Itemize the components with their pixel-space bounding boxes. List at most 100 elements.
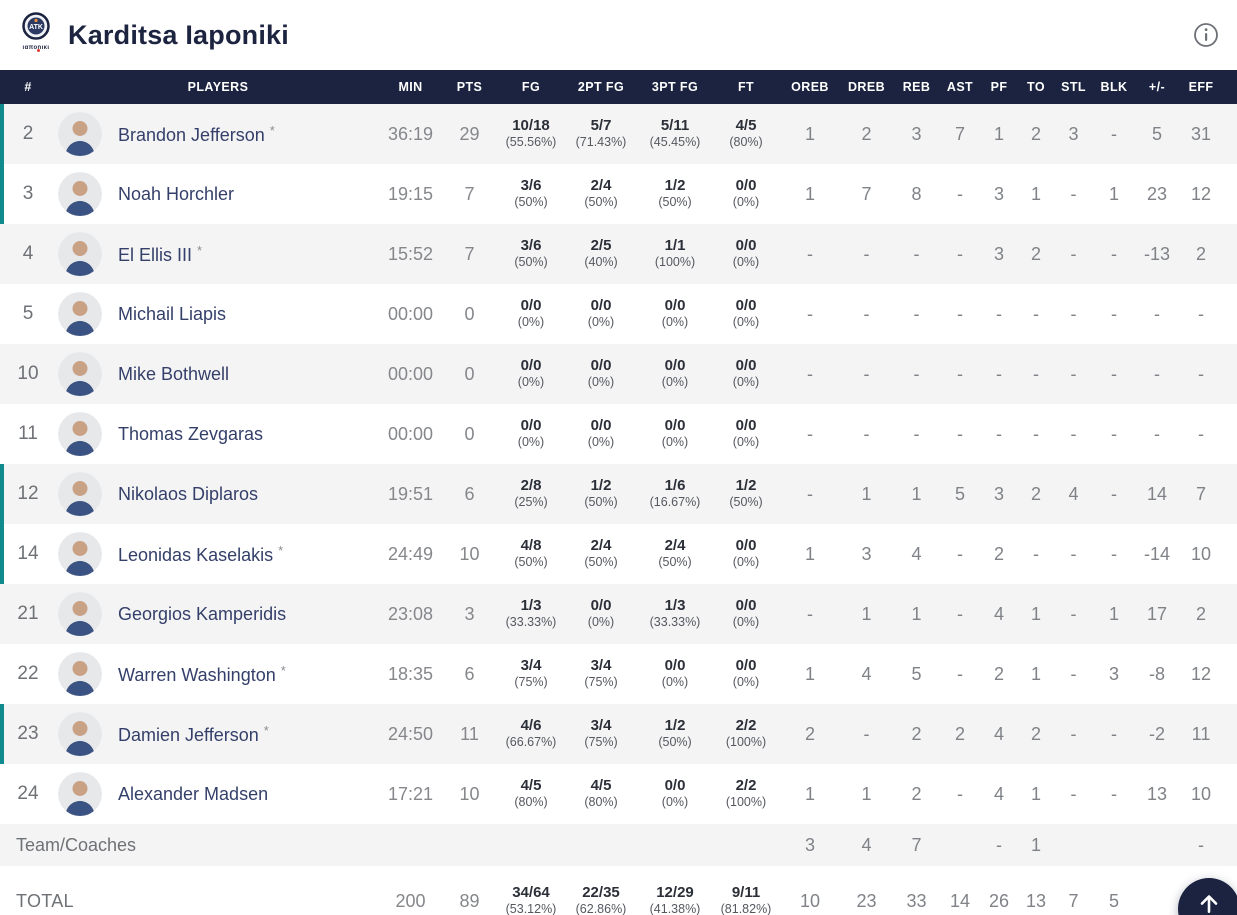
table-row: 22 Warren Washington * 18:35 6 3/4 (75%) 3/4 (7… — [0, 644, 1237, 704]
player-avatar[interactable] — [58, 472, 102, 516]
player-avatar[interactable] — [58, 712, 102, 756]
player-name-link[interactable]: Damien Jefferson — [118, 724, 259, 745]
stat-min: 24:50 — [387, 723, 434, 744]
player-name-link[interactable]: Mike Bothwell — [118, 363, 230, 384]
col-header-ft: FT — [737, 80, 755, 94]
player-avatar[interactable] — [58, 412, 102, 456]
starter-asterisk: * — [263, 722, 269, 738]
table-row: 5 Michail Liapis 00:00 0 0/0 (0%) 0/0 (0%) 0/0(… — [0, 284, 1237, 344]
player-name-cell: El Ellis III * — [104, 243, 380, 266]
table-row: 14 Leonidas Kaselakis * 24:49 10 4/8 (50%) 2/4… — [0, 524, 1237, 584]
player-name-link[interactable]: Brandon Jefferson — [118, 124, 265, 145]
stat-fg: 1/3 (33.33%) — [505, 597, 557, 630]
stat-plusminus: -2 — [1148, 723, 1165, 744]
team-stat-pf: - — [996, 834, 1002, 855]
info-icon — [1194, 23, 1218, 47]
player-photo-icon — [58, 412, 102, 456]
stat-plusminus: -8 — [1148, 663, 1165, 684]
stat-ft: 0/0 (0%) — [732, 357, 760, 390]
table-row: 10 Mike Bothwell 00:00 0 0/0 (0%) 0/0 (0%) 0/0(… — [0, 344, 1237, 404]
player-number: 3 — [22, 183, 34, 204]
stat-stl: - — [1070, 543, 1077, 564]
player-avatar[interactable] — [58, 772, 102, 816]
on-court-indicator — [0, 464, 4, 524]
col-header-fg: FG — [521, 80, 541, 94]
player-name-link[interactable]: Georgios Kamperidis — [118, 603, 287, 624]
stat-min: 19:15 — [387, 183, 434, 204]
stat-dreb: 3 — [861, 543, 872, 564]
stat-eff: - — [1198, 363, 1204, 384]
player-name-link[interactable]: Warren Washington — [118, 664, 276, 685]
player-name-link[interactable]: Thomas Zevgaras — [118, 423, 264, 444]
stat-eff: - — [1198, 423, 1204, 444]
team-logo: ATK ιαποnικι — [14, 11, 58, 59]
stat-ast: 7 — [954, 123, 965, 144]
stat-stl: - — [1070, 243, 1077, 264]
player-avatar[interactable] — [58, 232, 102, 276]
info-button[interactable] — [1193, 22, 1219, 48]
starter-asterisk: * — [278, 542, 284, 558]
col-header-min: MIN — [398, 80, 423, 94]
stat-ast: - — [957, 663, 963, 684]
player-avatar[interactable] — [58, 352, 102, 396]
stat-pts: 11 — [460, 723, 479, 744]
col-header-players: PLAYERS — [187, 80, 249, 94]
stat-eff: 10 — [1190, 543, 1212, 564]
stat-ft: 0/0 (0%) — [732, 177, 760, 210]
stat-ast: - — [957, 303, 963, 324]
player-name-link[interactable]: Leonidas Kaselakis — [118, 544, 274, 565]
player-name-link[interactable]: Nikolaos Diplaros — [118, 483, 259, 504]
stat-min: 36:19 — [387, 123, 434, 144]
player-name-link[interactable]: Michail Liapis — [118, 303, 227, 324]
stat-pf: 4 — [993, 723, 1004, 744]
on-court-indicator — [0, 104, 4, 164]
player-number: 23 — [17, 723, 39, 744]
player-name-link[interactable]: El Ellis III — [118, 244, 193, 265]
stat-2ptfg: 0/0 (0%) — [587, 417, 615, 450]
stat-ft: 2/2 (100%) — [725, 777, 767, 810]
player-avatar[interactable] — [58, 652, 102, 696]
stat-blk: 3 — [1108, 663, 1119, 684]
stat-2ptfg: 0/0 (0%) — [587, 357, 615, 390]
col-header-pts: PTS — [456, 80, 483, 94]
col-header-plusminus: +/- — [1148, 80, 1166, 94]
stat-plusminus: -14 — [1143, 543, 1170, 564]
on-court-indicator — [0, 164, 4, 224]
stat-to: - — [1033, 423, 1039, 444]
player-avatar[interactable] — [58, 532, 102, 576]
player-photo-icon — [58, 292, 102, 336]
player-name-link[interactable]: Alexander Madsen — [118, 783, 269, 804]
stat-ast: 5 — [954, 483, 965, 504]
player-avatar[interactable] — [58, 112, 102, 156]
player-photo-icon — [58, 472, 102, 516]
player-avatar[interactable] — [58, 292, 102, 336]
stat-3ptfg: 1/2 (50%) — [658, 717, 692, 750]
stat-oreb: 1 — [804, 543, 815, 564]
player-name-cell: Nikolaos Diplaros — [104, 484, 380, 505]
player-avatar[interactable] — [58, 172, 102, 216]
stat-pf: - — [996, 363, 1002, 384]
stat-2ptfg: 2/4 (50%) — [584, 177, 618, 210]
stat-oreb: 1 — [804, 783, 815, 804]
player-name-cell: Noah Horchler — [104, 184, 380, 205]
player-avatar[interactable] — [58, 592, 102, 636]
team-stat-dreb: 4 — [861, 834, 872, 855]
stat-to: 1 — [1030, 663, 1041, 684]
col-header-number: # — [24, 80, 32, 94]
stat-pts: 6 — [464, 483, 475, 504]
stat-ft: 1/2 (50%) — [729, 477, 763, 510]
player-number: 11 — [18, 423, 38, 444]
stat-pts: 7 — [464, 243, 475, 264]
stat-pf: 3 — [993, 183, 1004, 204]
stat-eff: 7 — [1195, 483, 1206, 504]
player-name-link[interactable]: Noah Horchler — [118, 183, 235, 204]
stat-ast: - — [957, 363, 963, 384]
stat-oreb: 1 — [804, 183, 815, 204]
stat-to: - — [1033, 543, 1039, 564]
stat-reb: - — [913, 363, 920, 384]
stat-eff: - — [1198, 303, 1204, 324]
stat-dreb: 4 — [861, 663, 872, 684]
player-photo-icon — [58, 652, 102, 696]
starter-asterisk: * — [197, 242, 203, 258]
